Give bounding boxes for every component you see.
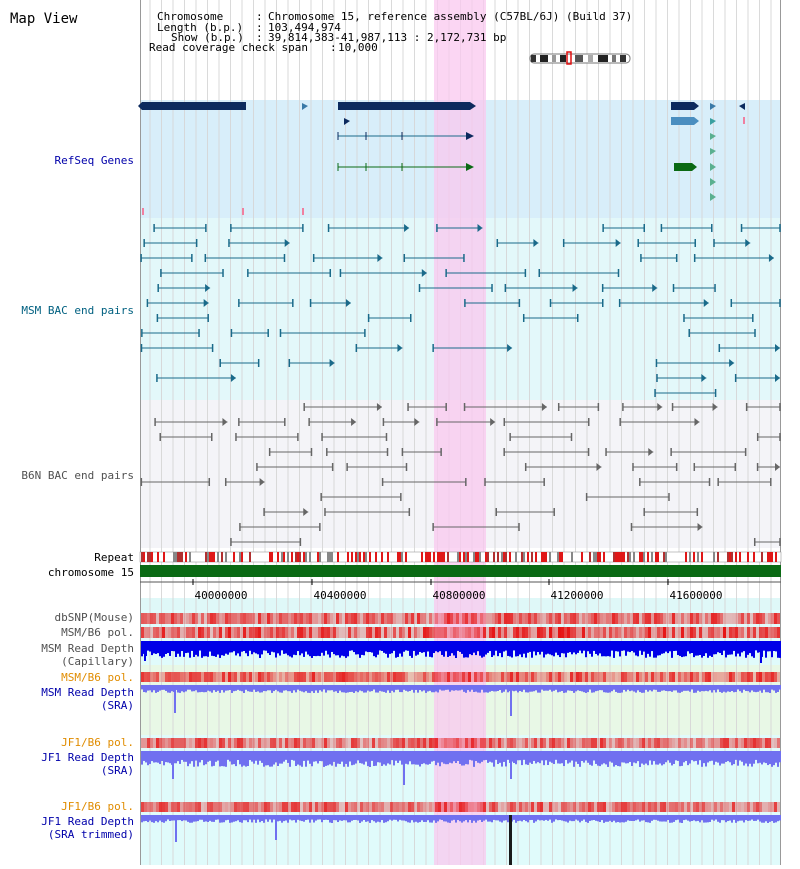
track-label-jf1-depth-trim: JF1 Read Depth (41, 815, 134, 828)
gene-feature[interactable] (710, 118, 716, 125)
track-label-msm-depth-sra-sub: (SRA) (101, 699, 134, 712)
axis-tick-label: 41200000 (551, 589, 604, 602)
depth-spike (144, 641, 146, 661)
chromosome-colon: : (256, 10, 263, 23)
track-label-chromosome: chromosome 15 (48, 566, 134, 579)
jf1-b6-pol-track[interactable] (141, 738, 780, 748)
depth-spike (509, 815, 512, 865)
gene-feature[interactable] (344, 118, 350, 125)
coverage-label: Read coverage check span (149, 41, 308, 54)
depth-spike (760, 641, 762, 663)
jf1-depth-sra-track[interactable] (141, 751, 781, 785)
track-label-refseq: RefSeq Genes (55, 154, 134, 167)
dbsnp-track[interactable] (141, 613, 780, 624)
track-label-dbsnp: dbSNP(Mouse) (55, 611, 134, 624)
track-label-jf1-b6-pol-2: JF1/B6 pol. (61, 800, 134, 813)
gene-feature[interactable] (739, 103, 745, 110)
depth-spike (175, 815, 177, 842)
depth-spike (172, 751, 174, 779)
track-label-msm-bac: MSM BAC end pairs (21, 304, 134, 317)
msm-depth-sra-track[interactable] (141, 685, 781, 716)
depth-spike (275, 815, 277, 840)
track-label-repeat: Repeat (94, 551, 134, 564)
depth-spike (403, 751, 405, 785)
track-label-msm-depth-cap-sub: (Capillary) (61, 655, 134, 668)
coverage-value: 10,000 (338, 41, 378, 54)
chromosome-label: Chromosome (157, 10, 223, 23)
info-block: Chromosome : Chromosome 15, reference as… (149, 10, 632, 54)
depth-spike (510, 751, 512, 779)
depth-spike (510, 685, 512, 716)
msm-depth-capillary-track[interactable] (141, 641, 781, 663)
ideogram-position-marker (566, 51, 572, 65)
highlight-region[interactable] (434, 0, 486, 865)
page-title: Map View (10, 11, 78, 27)
track-label-msm-b6-pol-1: MSM/B6 pol. (61, 626, 134, 639)
length-colon: : (256, 21, 263, 34)
axis-tick-label: 41600000 (670, 589, 723, 602)
chromosome-ideogram[interactable] (529, 51, 631, 65)
show-value: 39,814,383-41,987,113 : 2,172,731 bp (268, 31, 506, 44)
gene-feature[interactable] (338, 102, 476, 110)
coverage-colon: : (330, 41, 337, 54)
track-label-jf1-depth-sra-sub: (SRA) (101, 764, 134, 777)
axis-tick-label: 40800000 (433, 589, 486, 602)
refseq-genes[interactable] (138, 102, 745, 215)
gene-feature[interactable] (671, 102, 699, 110)
track-label-msm-depth-sra: MSM Read Depth (41, 686, 134, 699)
track-label-b6n-bac: B6N BAC end pairs (21, 469, 134, 482)
chromosome-bar[interactable] (140, 565, 781, 577)
axis-tick-label: 40400000 (314, 589, 367, 602)
msm-bac-pairs[interactable] (140, 224, 781, 397)
gene-feature[interactable] (302, 103, 308, 110)
axis-tick-label: 40000000 (195, 589, 248, 602)
show-label: Show (b.p.) (171, 31, 244, 44)
chromosome-value: Chromosome 15, reference assembly (C57BL… (268, 10, 632, 23)
position-axis: 40000000 40400000 40800000 41200000 4160… (140, 579, 781, 602)
b6n-bac-pairs[interactable] (140, 403, 781, 546)
track-label-msm-depth-cap: MSM Read Depth (41, 642, 134, 655)
length-value: 103,494,974 (268, 21, 341, 34)
track-label-jf1-depth-trim-sub: (SRA trimmed) (48, 828, 134, 841)
length-label: Length (b.p.) (157, 21, 243, 34)
depth-spike (174, 685, 176, 713)
repeat-track[interactable] (139, 551, 782, 563)
track-label-msm-b6-pol-2: MSM/B6 pol. (61, 671, 134, 684)
gene-feature[interactable] (710, 103, 716, 110)
gene-feature[interactable] (671, 117, 699, 125)
gene-feature[interactable] (138, 102, 246, 110)
show-colon: : (256, 31, 263, 44)
jf1-b6-pol-track-2[interactable] (141, 802, 780, 812)
msm-b6-pol-track[interactable] (141, 627, 780, 638)
track-label-jf1-b6-pol-1: JF1/B6 pol. (61, 736, 134, 749)
track-label-jf1-depth-sra: JF1 Read Depth (41, 751, 134, 764)
msm-b6-pol-track-2[interactable] (141, 672, 780, 682)
jf1-depth-trimmed-track[interactable] (141, 815, 781, 865)
